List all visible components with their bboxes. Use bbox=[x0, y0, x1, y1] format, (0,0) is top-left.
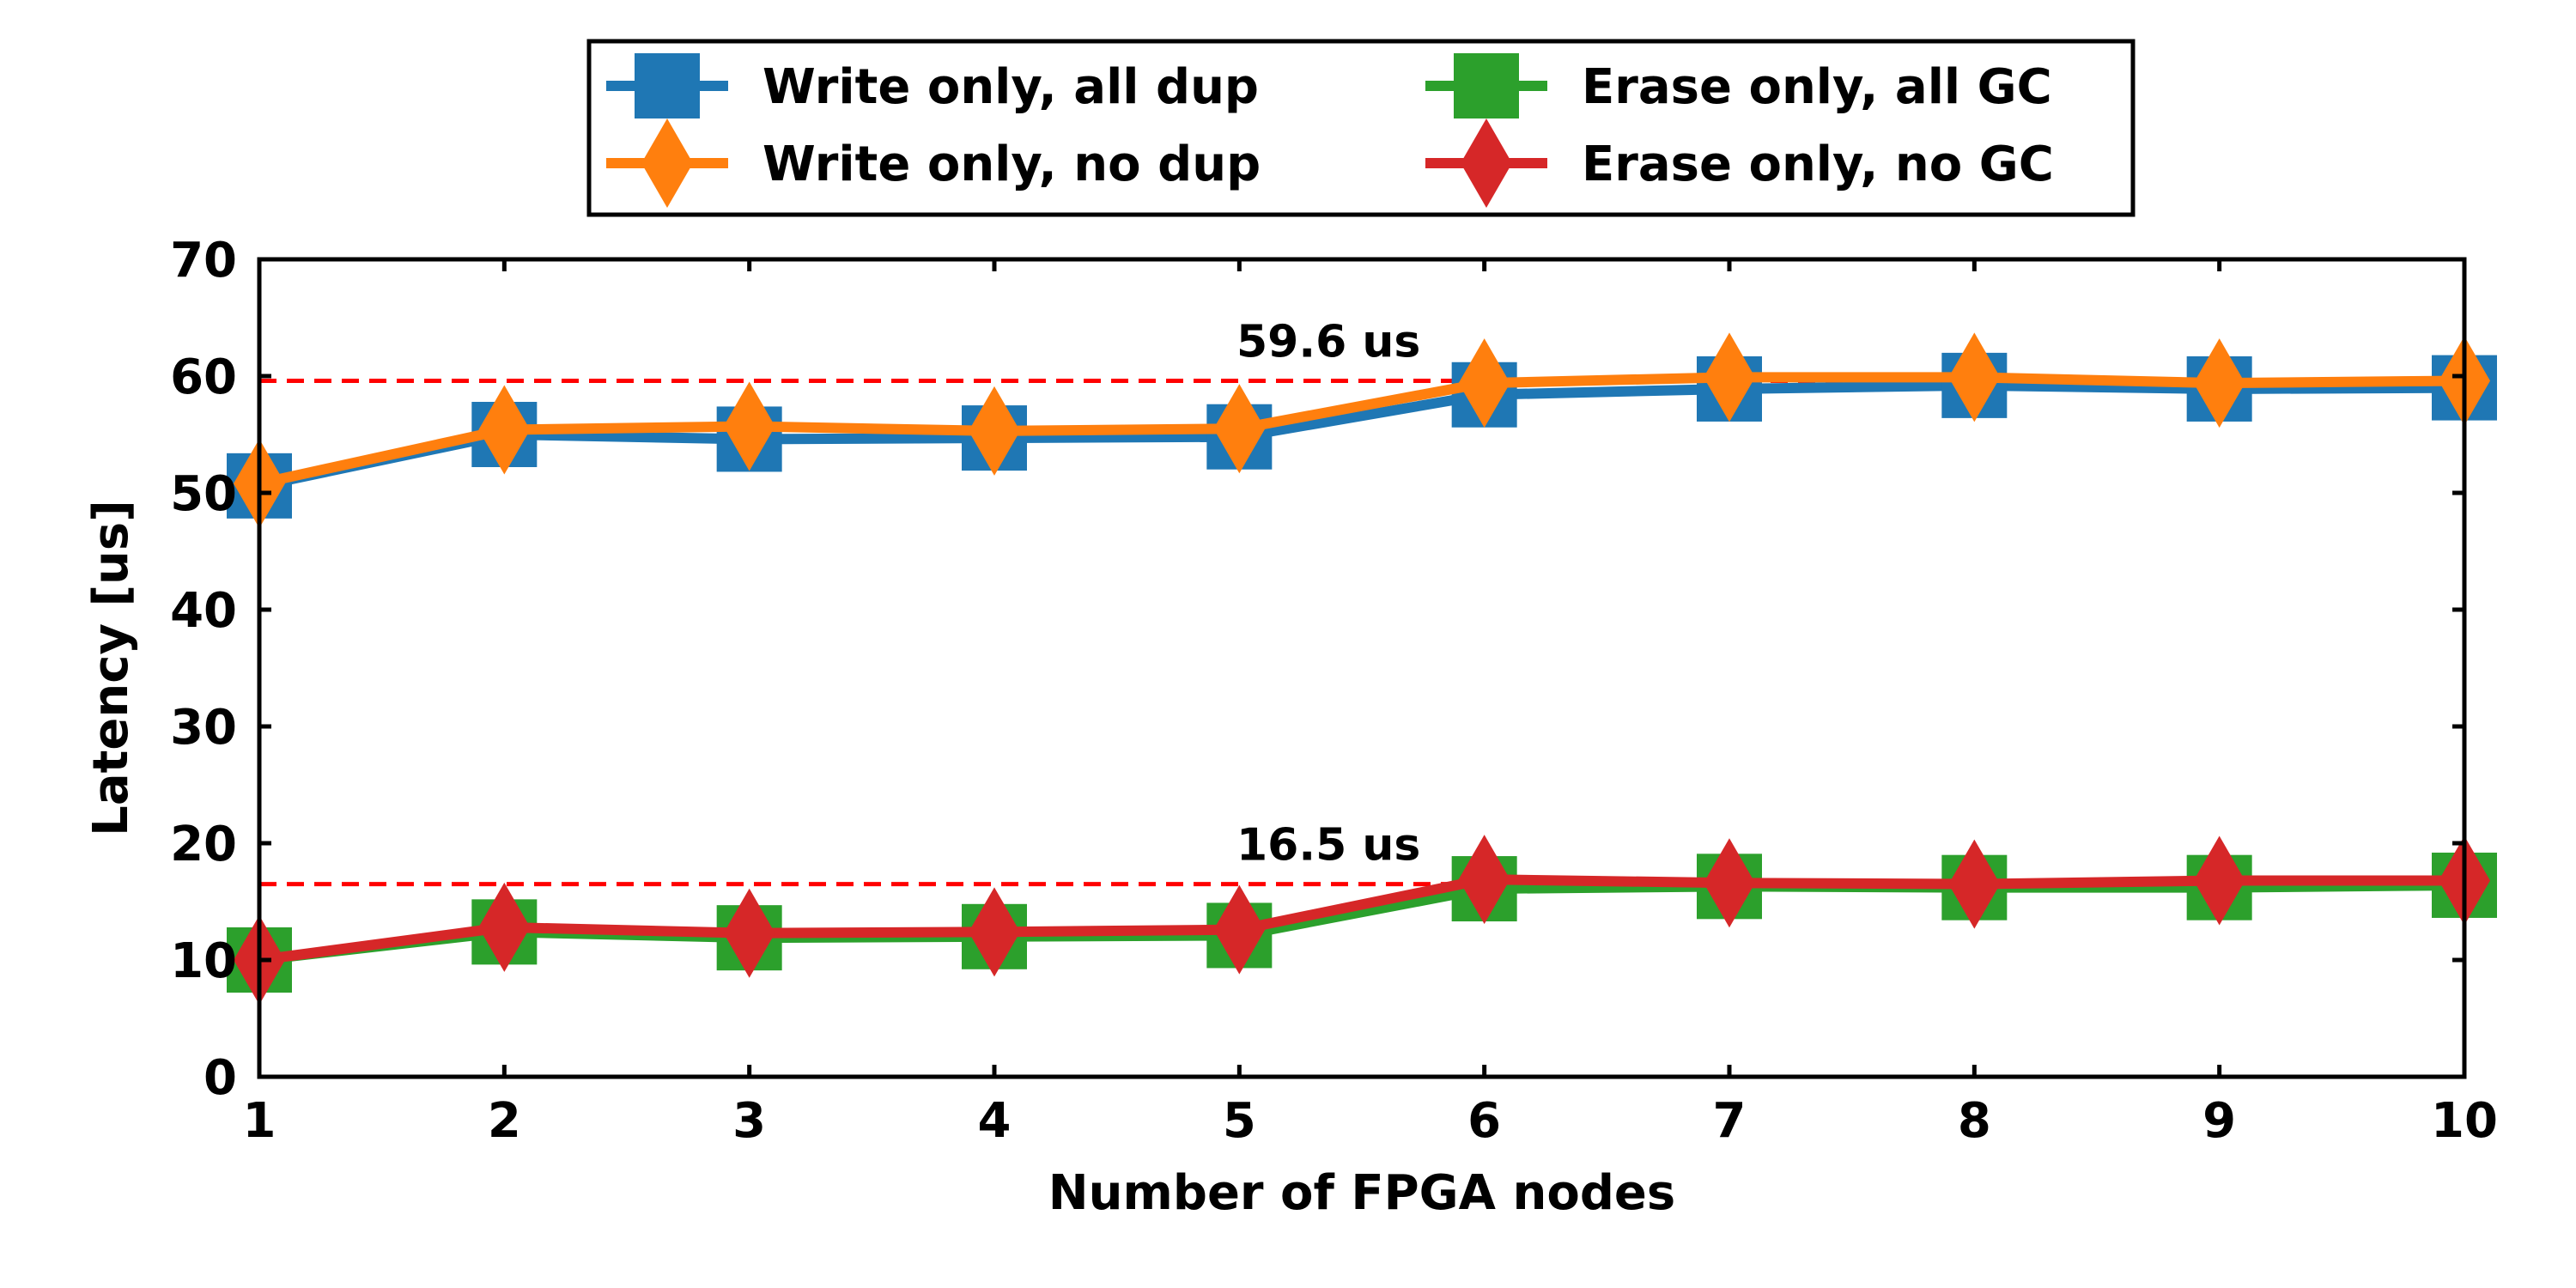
legend-entry-3: Erase only, all GC bbox=[1425, 53, 2052, 118]
series-2-point-7 bbox=[1704, 332, 1755, 422]
legend-marker-4 bbox=[1461, 118, 1512, 208]
series-4-point-7 bbox=[1704, 838, 1755, 928]
y-tick-label-4: 30 bbox=[170, 700, 237, 756]
y-tick-label-5: 40 bbox=[170, 583, 237, 639]
reference-lines-layer: 59.6 us 16.5 us bbox=[259, 316, 2464, 887]
reference-label-1: 59.6 us bbox=[1236, 316, 1420, 368]
y-tick-label-8: 70 bbox=[170, 233, 237, 289]
x-tick-label-9: 9 bbox=[2202, 1093, 2236, 1149]
x-tick-label-4: 4 bbox=[978, 1093, 1012, 1149]
legend: Write only, all dup Write only, no dup Era… bbox=[586, 39, 2136, 217]
y-axis-label: Latency [us] bbox=[83, 500, 139, 836]
series-line-1 bbox=[258, 380, 2465, 491]
series-4-point-4 bbox=[969, 887, 1020, 977]
y-tick-label-6: 50 bbox=[170, 466, 237, 522]
y-tick-label-3: 20 bbox=[170, 817, 237, 872]
legend-marker-3 bbox=[1454, 53, 1519, 118]
x-tick-label-2: 2 bbox=[488, 1093, 521, 1149]
series-4-point-9 bbox=[2193, 835, 2245, 926]
series-2-point-5 bbox=[1213, 384, 1266, 474]
series-2-point-6 bbox=[1458, 338, 1510, 428]
x-tick-label-10: 10 bbox=[2431, 1093, 2498, 1149]
plot-frame bbox=[257, 257, 2467, 1079]
x-tick-label-6: 6 bbox=[1467, 1093, 1501, 1149]
series-2-point-3 bbox=[723, 381, 775, 471]
series-4-point-2 bbox=[478, 882, 531, 972]
x-tick-label-8: 8 bbox=[1958, 1093, 1991, 1149]
series-3 bbox=[227, 852, 2497, 993]
series-4-point-5 bbox=[1213, 884, 1266, 975]
series-2 bbox=[234, 332, 2490, 529]
x-tick-label-3: 3 bbox=[732, 1093, 766, 1149]
legend-entry-1: Write only, all dup bbox=[606, 53, 1259, 118]
legend-box bbox=[586, 39, 2136, 217]
legend-label-1: Write only, all dup bbox=[762, 59, 1259, 115]
series-2-point-2 bbox=[478, 385, 531, 475]
series-layer bbox=[227, 332, 2497, 1005]
y-tick-label-1: 0 bbox=[204, 1050, 237, 1106]
legend-marker-1 bbox=[635, 53, 700, 118]
y-tick-label-7: 60 bbox=[170, 349, 237, 405]
ticks-layer: 1 2 3 4 5 6 7 8 9 10 0 10 20 30 40 50 60 70 bbox=[170, 233, 2498, 1149]
y-tick-label-2: 10 bbox=[170, 933, 237, 989]
legend-entry-4: Erase only, no GC bbox=[1425, 118, 2054, 208]
series-line-4 bbox=[258, 874, 2464, 965]
x-tick-label-7: 7 bbox=[1713, 1093, 1747, 1149]
series-4-point-6 bbox=[1458, 835, 1510, 925]
series-2-point-4 bbox=[969, 386, 1020, 476]
series-4-point-3 bbox=[723, 888, 775, 978]
series-2-point-9 bbox=[2193, 338, 2245, 428]
legend-label-2: Write only, no dup bbox=[762, 137, 1261, 192]
legend-label-3: Erase only, all GC bbox=[1582, 59, 2052, 115]
legend-marker-2 bbox=[641, 118, 693, 208]
reference-label-2: 16.5 us bbox=[1236, 820, 1420, 872]
series-4 bbox=[234, 835, 2490, 1005]
x-tick-label-1: 1 bbox=[243, 1093, 276, 1149]
legend-label-4: Erase only, no GC bbox=[1582, 137, 2054, 192]
x-tick-label-5: 5 bbox=[1223, 1093, 1256, 1149]
series-2-point-8 bbox=[1948, 332, 2001, 422]
series-line-3 bbox=[258, 879, 2465, 965]
series-line-2 bbox=[258, 372, 2465, 489]
series-4-point-8 bbox=[1948, 839, 2001, 929]
x-axis-label: Number of FPGA nodes bbox=[1048, 1165, 1675, 1221]
legend-entry-2: Write only, no dup bbox=[606, 118, 1261, 208]
